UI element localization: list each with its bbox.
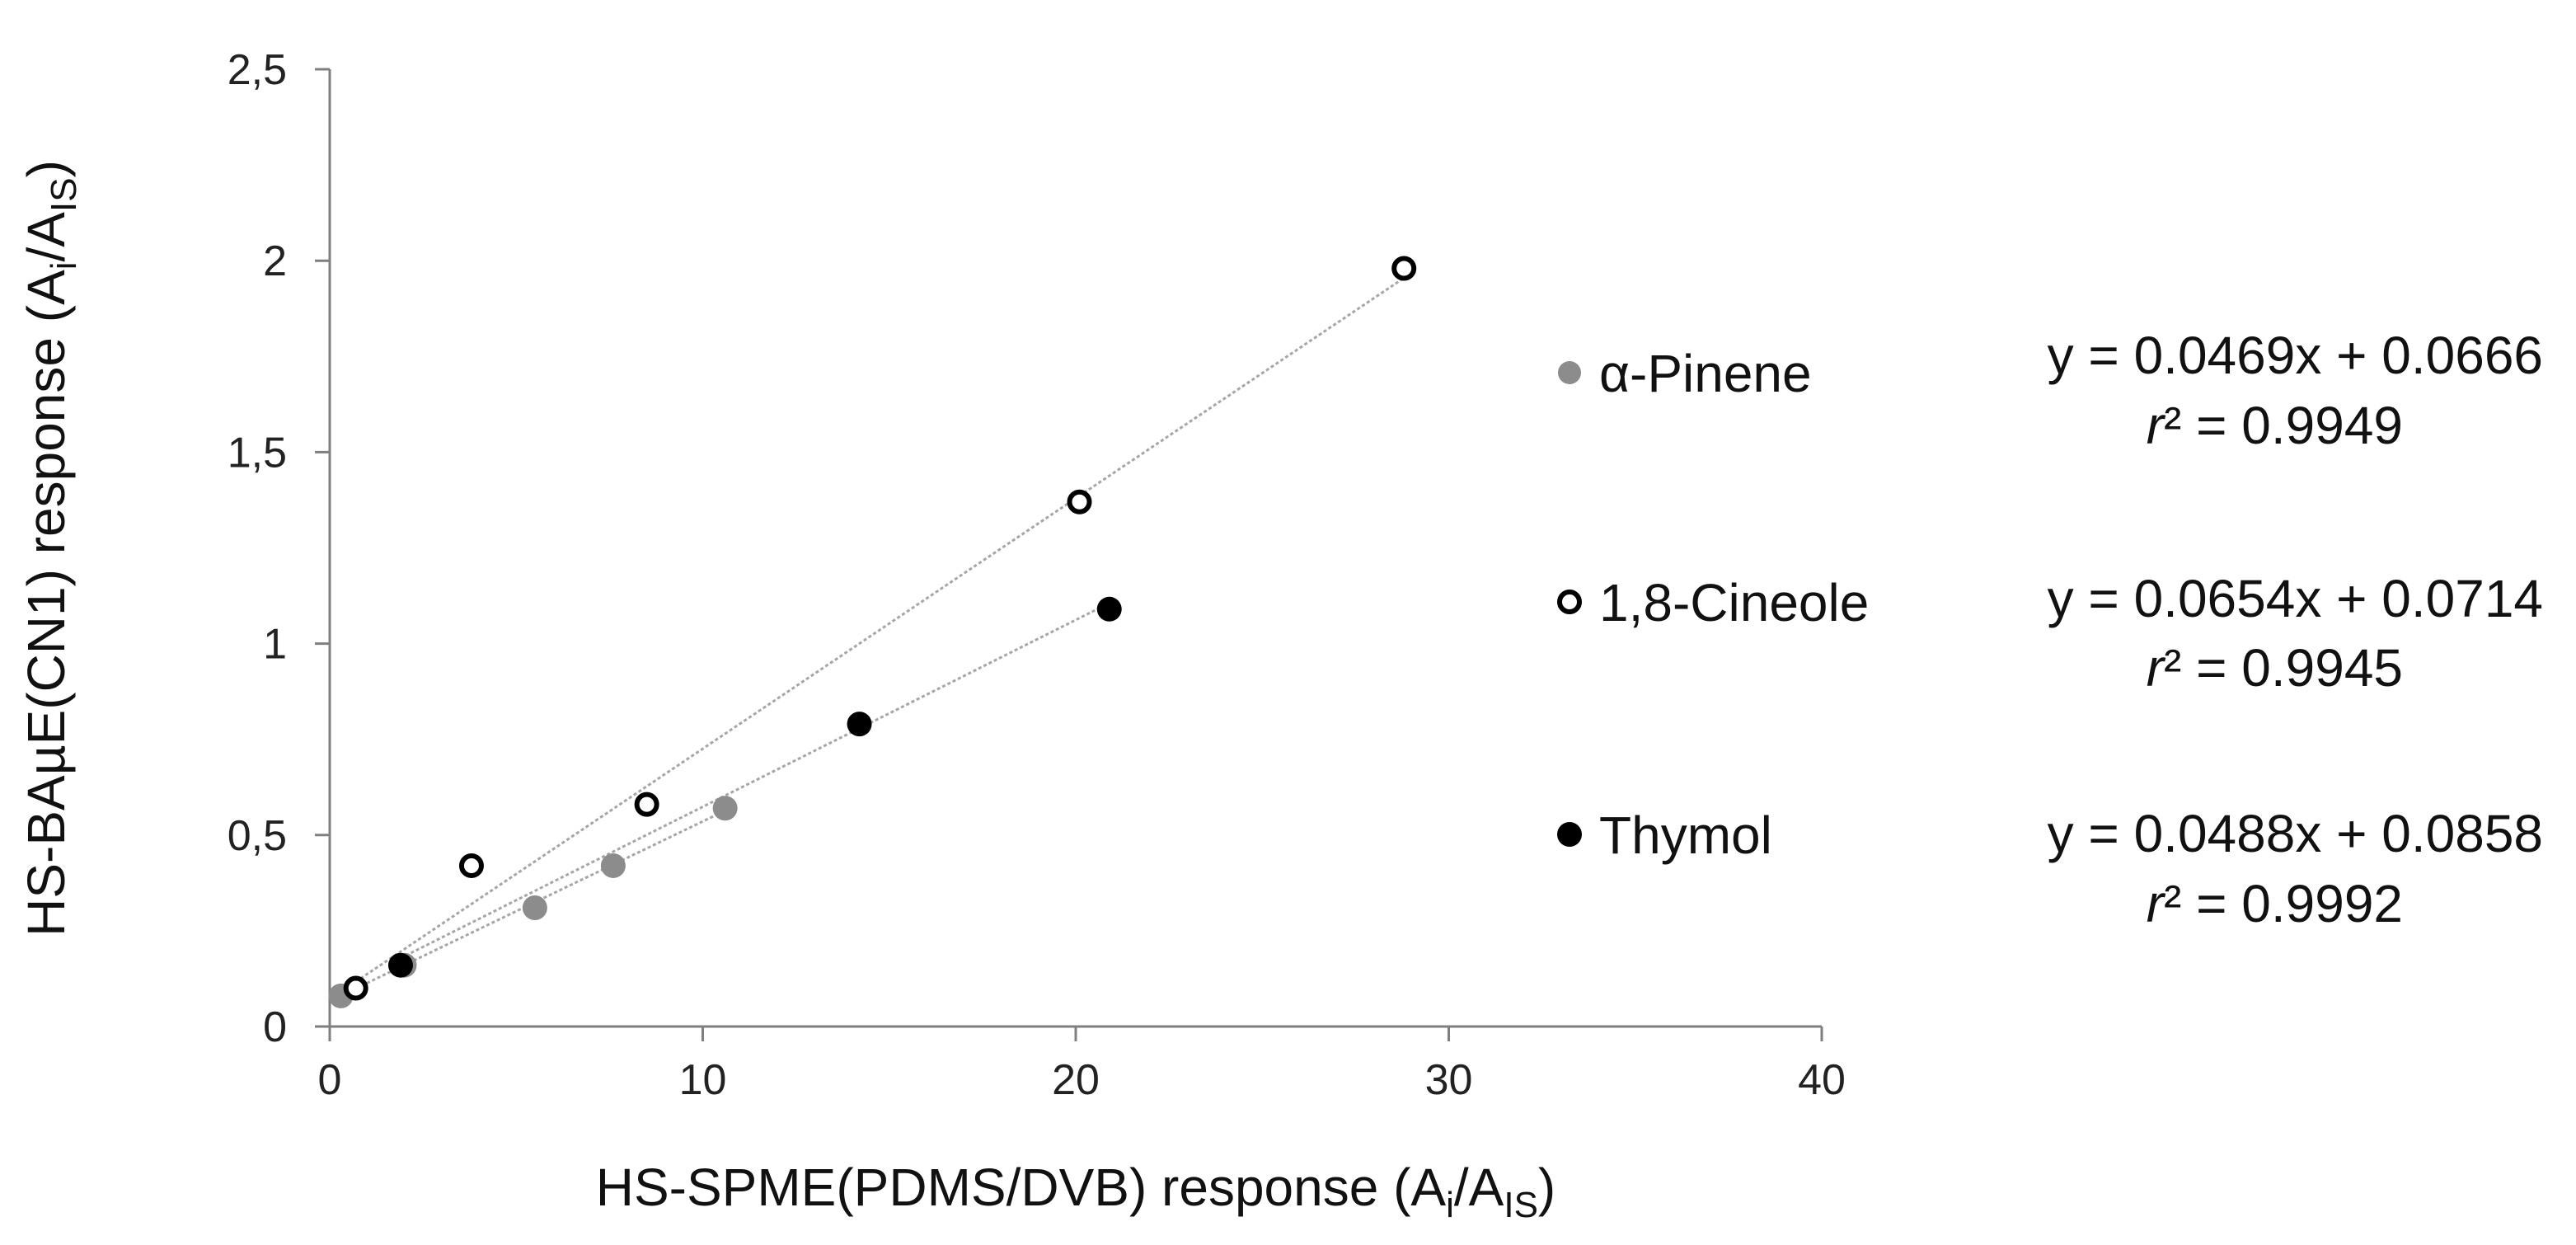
- equation-1-8-cineole: y = 0.0654x + 0.0714: [2048, 569, 2543, 628]
- data-point-1-8-cineole: [1391, 256, 1417, 281]
- data-point-thymol: [847, 712, 872, 737]
- y-tick-label: 1: [263, 621, 287, 669]
- data-point-1-8-cineole: [458, 853, 484, 878]
- legend-label-thymol: Thymol: [1599, 806, 1772, 865]
- data-point-α-pinene: [522, 895, 547, 921]
- equations: y = 0.0469x + 0.0666 r² = 0.9949 y = 0.0…: [2048, 326, 2543, 933]
- x-tick-label: 0: [318, 1056, 342, 1104]
- data-point-1-8-cineole: [1067, 489, 1092, 514]
- y-tick-label: 2: [263, 237, 287, 285]
- ticks: 0 10 20 30 40 0 0,5 1 1,5 2 2,5: [228, 46, 1846, 1104]
- y-tick-label: 1,5: [228, 429, 287, 477]
- x-tick-label: 40: [1798, 1056, 1846, 1104]
- legend-label-1-8-cineole: 1,8-Cineole: [1599, 573, 1869, 632]
- y-tick-label: 0: [263, 1003, 287, 1051]
- equation-alpha-pinene: y = 0.0469x + 0.0666: [2048, 326, 2543, 385]
- data-point-α-pinene: [600, 853, 626, 878]
- r-squared-1-8-cineole: r² = 0.9945: [2147, 638, 2403, 698]
- data-point-1-8-cineole: [634, 792, 659, 817]
- trendline-thymol: [400, 602, 1110, 960]
- data-point-α-pinene: [712, 796, 738, 821]
- legend-item-thymol: Thymol: [1557, 806, 1772, 865]
- equation-thymol: y = 0.0488x + 0.0858: [2048, 804, 2543, 863]
- legend-marker-alpha-pinene: [1558, 361, 1581, 384]
- r-squared-alpha-pinene: r² = 0.9949: [2147, 396, 2403, 455]
- x-tick-label: 20: [1052, 1056, 1100, 1104]
- legend-item-1-8-cineole: 1,8-Cineole: [1557, 573, 1869, 632]
- y-axis-title: HS-BAµE(CN1) response (Ai/AIS): [16, 160, 84, 937]
- legend-marker-1-8-cineole: [1557, 590, 1582, 614]
- data-point-thymol: [1096, 596, 1122, 622]
- data-point-1-8-cineole: [343, 975, 368, 1001]
- y-tick-label: 0,5: [228, 812, 287, 860]
- data-point-thymol: [387, 952, 413, 978]
- legend-marker-thymol: [1557, 822, 1582, 847]
- r-squared-thymol: r² = 0.9992: [2147, 874, 2403, 933]
- y-tick-label: 2,5: [228, 46, 287, 94]
- x-tick-label: 30: [1425, 1056, 1473, 1104]
- x-axis-title: HS-SPME(PDMS/DVB) response (Ai/AIS): [596, 1158, 1555, 1225]
- legend: α-Pinene 1,8-Cineole Thymol: [1557, 344, 1869, 865]
- data-points: [328, 256, 1417, 1008]
- legend-label-alpha-pinene: α-Pinene: [1599, 344, 1812, 403]
- trendlines: [340, 276, 1405, 997]
- legend-item-alpha-pinene: α-Pinene: [1558, 344, 1812, 403]
- trendline-1-8-cineole: [354, 276, 1405, 983]
- x-tick-label: 10: [679, 1056, 727, 1104]
